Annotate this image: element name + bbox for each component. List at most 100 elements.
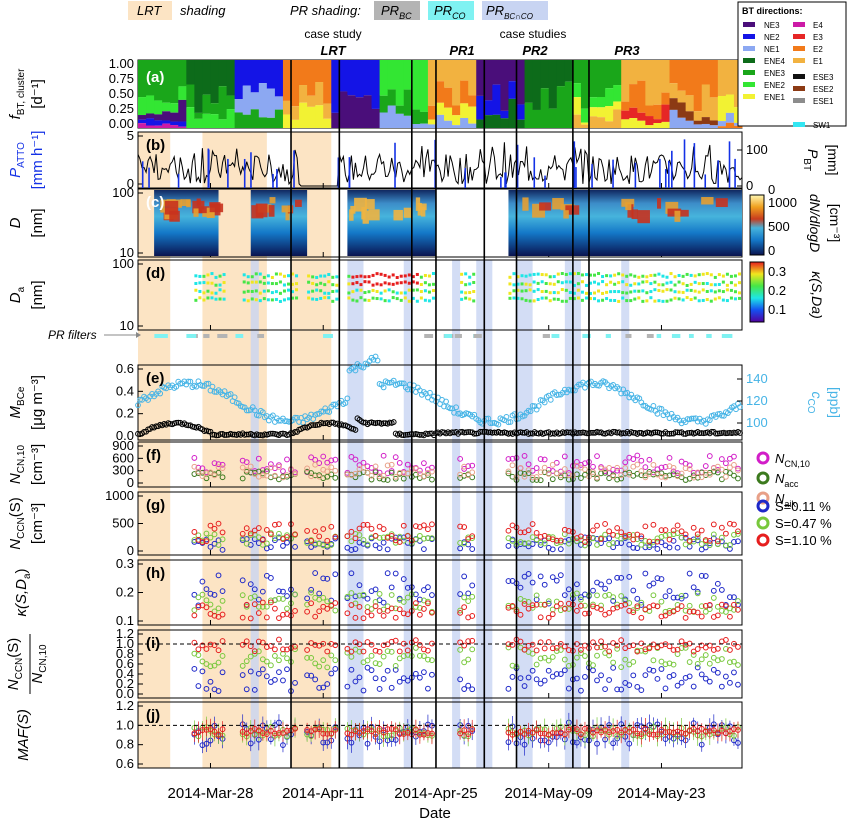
panel-j-letter: (j) xyxy=(146,707,160,724)
kappa-point-402 xyxy=(685,288,689,292)
panel-g-point-178 xyxy=(537,539,544,546)
cluster-bar-8-2 xyxy=(202,113,211,128)
kappa-point-174 xyxy=(399,291,403,295)
kappa-point-232 xyxy=(516,275,520,279)
panel-i-point-30 xyxy=(344,683,351,690)
panel-g-point-318 xyxy=(642,523,649,530)
panel-h-point-285 xyxy=(509,603,516,609)
panel-h-point-227 xyxy=(735,598,741,604)
kappa-point-158 xyxy=(383,289,387,293)
kappa-point-170 xyxy=(395,291,399,295)
panel-f-point-61 xyxy=(525,461,532,468)
panel-g-point-204 xyxy=(642,538,649,544)
panel-h-point-111 xyxy=(727,594,733,601)
panel-g-tick-label-0: 1000 xyxy=(105,488,134,503)
cluster-bar-32-0 xyxy=(395,60,405,106)
panel-h-point-250 xyxy=(304,608,311,615)
panel-e-point-282 xyxy=(702,420,709,427)
cluster-bar-67-1 xyxy=(677,90,687,103)
panel-i-point-187 xyxy=(574,654,580,661)
pr-filter-mark-22 xyxy=(582,334,591,338)
x-tick-label-0: 2014-Mar-28 xyxy=(168,785,254,802)
panel-j-point-264 xyxy=(368,728,375,734)
cluster-bar-46-2 xyxy=(508,98,518,128)
kappa-point-454 xyxy=(737,291,741,295)
kappa-point-387 xyxy=(669,298,673,302)
panel-g-point-117 xyxy=(203,530,210,537)
cluster-bar-31-1 xyxy=(387,89,397,106)
panel-e-point-134 xyxy=(404,386,411,393)
panel-f-point-26 xyxy=(320,453,327,460)
cluster-bar-21-0 xyxy=(307,60,316,96)
kappa-point-96 xyxy=(315,275,319,279)
panel-i-point-84 xyxy=(618,686,625,693)
cluster-bar-17-0 xyxy=(274,60,284,97)
cluster-bar-11-2 xyxy=(226,109,236,128)
panel-b-tick-label-0: 5 xyxy=(127,128,134,143)
panel-f-point-121 xyxy=(219,474,226,481)
panel-f-point-285 xyxy=(509,462,516,469)
panel-e-letter: (e) xyxy=(146,370,164,387)
bt-label-ene2: ENE2 xyxy=(764,81,785,90)
cluster-bar-28-0 xyxy=(363,60,373,96)
panel-j-tick-label-0: 1.2 xyxy=(116,698,134,713)
cluster-bar-1-3 xyxy=(146,118,155,126)
panel-h-point-321 xyxy=(654,603,661,610)
panel-i-point-229 xyxy=(195,646,202,653)
panel-h-point-86 xyxy=(626,573,633,580)
panel-h-point-212 xyxy=(674,602,681,608)
kappa-point-417 xyxy=(701,282,705,286)
panel-j-point-254 xyxy=(320,730,327,737)
panel-h-point-158 xyxy=(400,599,407,605)
panel-j-point-232 xyxy=(207,726,214,733)
panel-f-point-298 xyxy=(561,466,568,472)
panel-i-point-219 xyxy=(702,652,709,658)
panel-h-point-239 xyxy=(251,601,258,608)
pr-filter-mark-18 xyxy=(625,334,632,338)
kappa-point-374 xyxy=(657,289,661,293)
cluster-bar-38-0 xyxy=(444,60,453,88)
panel-g-point-111 xyxy=(727,546,733,552)
panel-h-point-105 xyxy=(702,573,709,579)
mode-streak-3 xyxy=(362,210,369,224)
cluster-bar-27-0 xyxy=(355,60,364,98)
kappa-point-154 xyxy=(379,291,383,295)
panel-i-point-10 xyxy=(247,668,254,675)
panel-h-point-87 xyxy=(630,587,637,594)
panel-j-point-334 xyxy=(706,728,713,734)
kappa-point-298 xyxy=(580,290,584,294)
panel-f-point-273 xyxy=(404,470,411,477)
cluster-bar-72-2 xyxy=(717,121,727,127)
kappa-point-364 xyxy=(649,273,653,277)
panel-h-point-107 xyxy=(710,587,717,594)
panel-h-point-325 xyxy=(670,608,677,615)
cluster-bar-56-2 xyxy=(588,107,598,117)
panel-j-point-319 xyxy=(646,731,653,737)
cluster-bar-25-0 xyxy=(339,60,348,92)
panel-g-point-230 xyxy=(199,539,206,545)
kappa-point-440 xyxy=(725,272,729,276)
cluster-bar-30-2 xyxy=(379,112,389,128)
kappa-point-222 xyxy=(472,290,476,294)
panel-f-point-265 xyxy=(372,463,379,470)
cluster-bar-32-1 xyxy=(395,105,405,114)
panel-i-point-29 xyxy=(332,666,339,672)
panel-h-point-320 xyxy=(650,602,657,609)
panel-h-point-102 xyxy=(690,584,697,591)
panel-g-point-250 xyxy=(304,528,311,534)
panel-g-point-331 xyxy=(694,531,701,538)
panel-f-point-262 xyxy=(360,464,367,471)
panel-g-point-322 xyxy=(658,527,665,534)
kappa-point-442 xyxy=(725,288,729,292)
panel-h-point-71 xyxy=(565,586,572,593)
panel-h-point-73 xyxy=(574,581,580,588)
kappa-point-382 xyxy=(665,288,669,292)
legend-f-marker-0 xyxy=(756,451,770,465)
panel-i-point-319 xyxy=(646,645,653,652)
panel-e-point-470 xyxy=(477,428,484,435)
panel-h-point-208 xyxy=(658,598,665,605)
panel-e-point-174 xyxy=(485,415,492,422)
kappa-point-307 xyxy=(588,297,592,301)
panel-f-point-283 xyxy=(469,469,476,476)
pr-filter-mark-4 xyxy=(605,334,611,338)
